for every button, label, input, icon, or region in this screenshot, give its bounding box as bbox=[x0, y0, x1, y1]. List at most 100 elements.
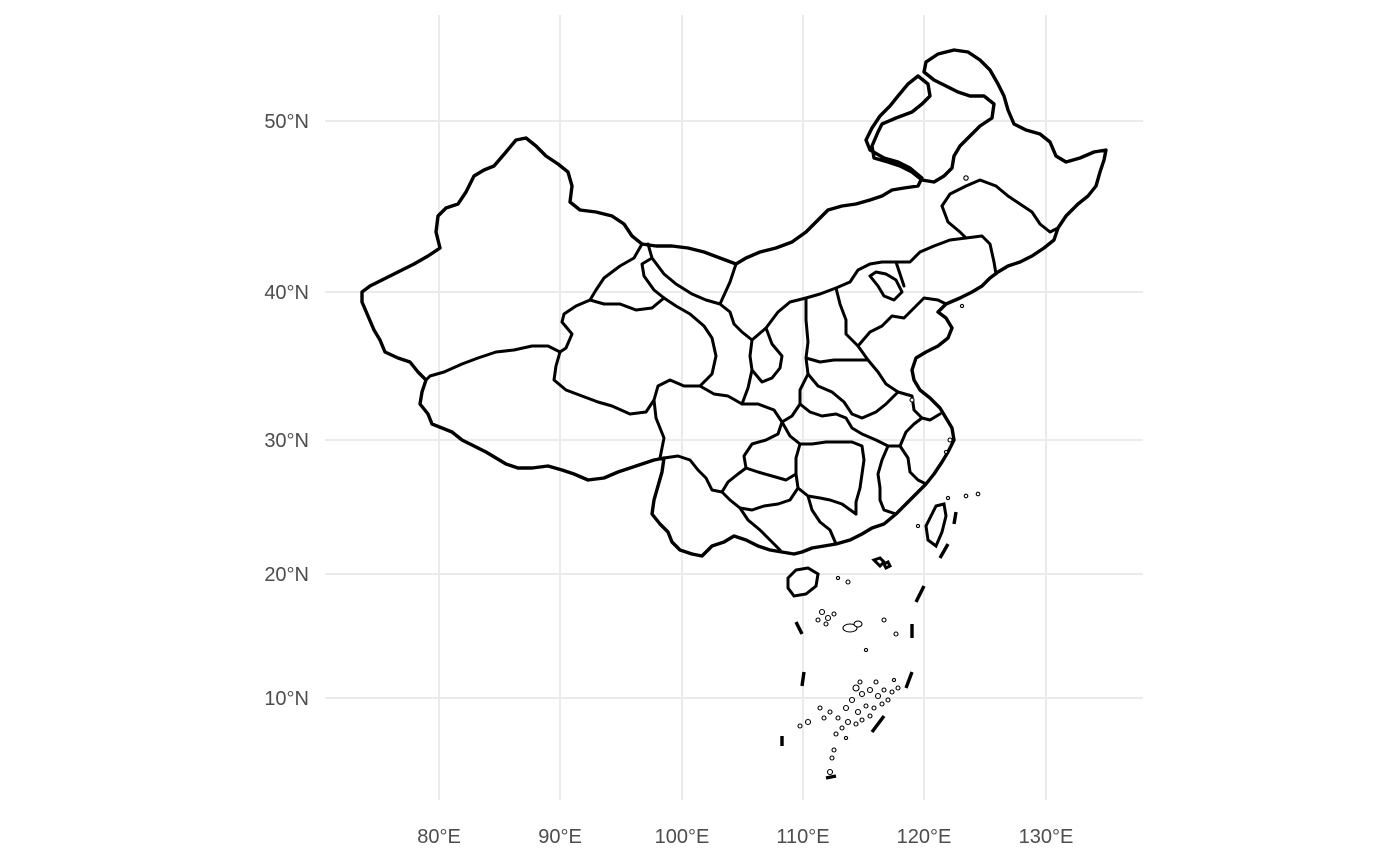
islet bbox=[867, 713, 873, 719]
islet bbox=[895, 685, 901, 691]
province-boundary bbox=[876, 444, 898, 516]
graticule bbox=[325, 15, 1143, 800]
dash-segment bbox=[904, 671, 914, 689]
islet bbox=[947, 437, 953, 443]
islet bbox=[891, 677, 897, 683]
islet bbox=[885, 697, 891, 703]
x-tick-label: 130°E bbox=[1019, 826, 1074, 848]
islet bbox=[945, 495, 951, 501]
islet bbox=[835, 715, 841, 721]
province-boundary bbox=[650, 256, 754, 406]
x-tick-label: 120°E bbox=[897, 826, 952, 848]
islet bbox=[831, 747, 837, 753]
islet bbox=[817, 705, 823, 711]
province-boundary bbox=[780, 296, 810, 424]
province-boundary bbox=[424, 242, 644, 382]
province-boundary bbox=[798, 402, 924, 448]
islet bbox=[879, 701, 885, 707]
province-boundary bbox=[552, 242, 718, 416]
y-tick-label: 10°N bbox=[264, 688, 309, 710]
province-boundary bbox=[806, 494, 838, 546]
dash-segment bbox=[938, 543, 950, 559]
islet bbox=[881, 617, 887, 623]
islet bbox=[873, 679, 879, 685]
islet bbox=[844, 718, 852, 726]
province-boundary bbox=[738, 506, 782, 552]
province-boundary bbox=[588, 296, 666, 312]
taiwan-island bbox=[924, 502, 948, 549]
dash-segment bbox=[800, 671, 806, 687]
islet bbox=[963, 493, 969, 499]
y-tick-label: 20°N bbox=[264, 564, 309, 586]
province-boundary bbox=[750, 234, 998, 342]
islet bbox=[839, 725, 845, 731]
islet bbox=[858, 690, 866, 698]
islet bbox=[815, 617, 821, 623]
islet bbox=[871, 705, 877, 711]
y-axis-labels: 50°N 40°N 30°N 20°N 10°N bbox=[264, 111, 309, 710]
islet bbox=[804, 718, 812, 726]
islet bbox=[853, 721, 859, 727]
y-tick-label: 40°N bbox=[264, 282, 309, 304]
y-tick-label: 30°N bbox=[264, 430, 309, 452]
islet bbox=[889, 689, 895, 695]
province-boundary bbox=[804, 356, 870, 364]
islet bbox=[863, 647, 869, 653]
coastal-island bbox=[881, 559, 893, 571]
province-boundary bbox=[720, 486, 800, 512]
islet bbox=[833, 731, 839, 737]
province-boundary bbox=[940, 178, 1060, 234]
islet bbox=[963, 175, 969, 181]
maritime-dash-line bbox=[780, 511, 958, 780]
islet bbox=[827, 709, 833, 715]
province-boundary bbox=[750, 326, 784, 384]
province-boundary bbox=[652, 398, 666, 460]
islet bbox=[854, 708, 862, 716]
islet bbox=[842, 704, 850, 712]
islet bbox=[845, 579, 851, 585]
province-boundary bbox=[894, 260, 906, 288]
islet bbox=[852, 684, 860, 692]
province-boundary bbox=[662, 384, 784, 494]
islet bbox=[975, 491, 981, 497]
province-boundary bbox=[940, 204, 968, 240]
islet bbox=[797, 723, 803, 729]
islet bbox=[959, 303, 965, 309]
dash-segment bbox=[952, 511, 958, 525]
islet bbox=[881, 687, 887, 693]
dash-segment bbox=[794, 621, 804, 635]
province-boundary bbox=[718, 262, 738, 306]
x-axis-labels: 80°E 90°E 100°E 110°E 120°E 130°E bbox=[417, 826, 1073, 848]
islet-clusters bbox=[797, 175, 981, 776]
islet bbox=[818, 608, 826, 616]
y-tick-label: 50°N bbox=[264, 111, 309, 133]
islet bbox=[842, 623, 858, 633]
province-boundary bbox=[744, 466, 798, 482]
islet bbox=[866, 686, 874, 694]
islet bbox=[863, 703, 869, 709]
province-boundary bbox=[856, 296, 948, 348]
islet bbox=[835, 575, 841, 581]
islet bbox=[859, 717, 865, 723]
islet bbox=[874, 692, 882, 700]
x-tick-label: 80°E bbox=[417, 826, 461, 848]
x-tick-label: 110°E bbox=[776, 826, 829, 848]
islet bbox=[893, 631, 899, 637]
islet bbox=[843, 735, 849, 741]
province-boundary bbox=[806, 372, 900, 420]
dash-segment bbox=[914, 585, 926, 603]
islet bbox=[909, 397, 915, 403]
province-boundary bbox=[868, 270, 904, 302]
x-tick-label: 90°E bbox=[538, 826, 582, 848]
islet bbox=[823, 621, 829, 627]
islet bbox=[824, 614, 832, 622]
hainan-island bbox=[786, 566, 820, 598]
islet bbox=[821, 715, 827, 721]
province-boundary bbox=[780, 420, 866, 516]
islet bbox=[848, 696, 856, 704]
islet bbox=[829, 755, 835, 761]
x-tick-label: 100°E bbox=[655, 826, 710, 848]
province-boundaries bbox=[424, 178, 1060, 552]
